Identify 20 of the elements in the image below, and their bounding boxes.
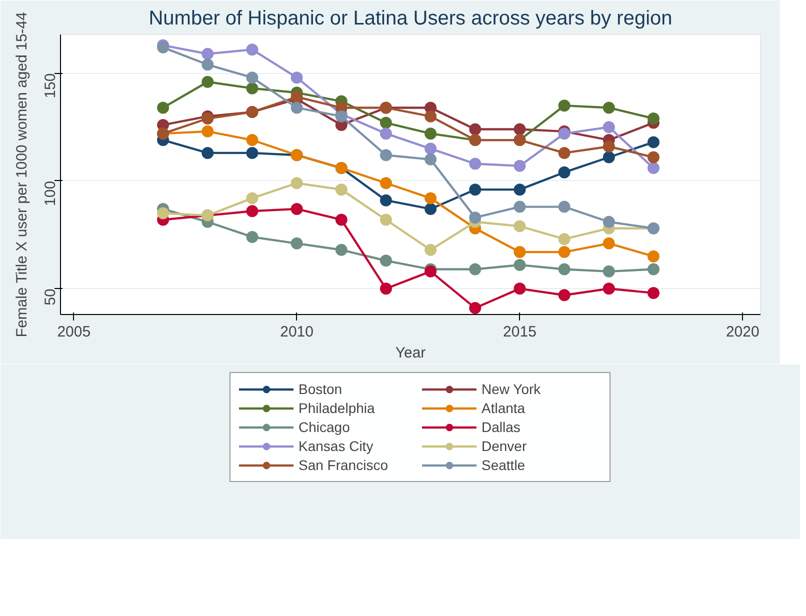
chart-title: Number of Hispanic or Latina Users across years by region: [148, 8, 672, 30]
x-tick-label: 2015: [503, 324, 536, 340]
legend-label: Chicago: [298, 419, 351, 435]
x-axis-title: Year: [395, 344, 426, 362]
legend-label: Kansas City: [298, 438, 374, 454]
x-tick-label: 2010: [280, 324, 314, 340]
legend-label: Atlanta: [482, 400, 526, 416]
legend-label: Denver: [482, 438, 528, 454]
legend-label: Dallas: [482, 419, 522, 435]
legend-label: Philadelphia: [298, 400, 376, 416]
legend-label: San Francisco: [298, 457, 389, 473]
legend-label: Boston: [298, 381, 344, 397]
legend-label: New York: [482, 381, 542, 397]
x-tick-label: 2020: [726, 324, 760, 340]
legend-label: Seattle: [482, 457, 526, 473]
y-tick-label: 150: [42, 73, 59, 98]
y-axis-title: Female Title X user per 1000 women aged 15-44: [14, 12, 30, 338]
x-tick-label: 2005: [57, 324, 91, 340]
y-tick-label: 100: [42, 180, 59, 206]
y-tick-label: 50: [42, 288, 59, 306]
